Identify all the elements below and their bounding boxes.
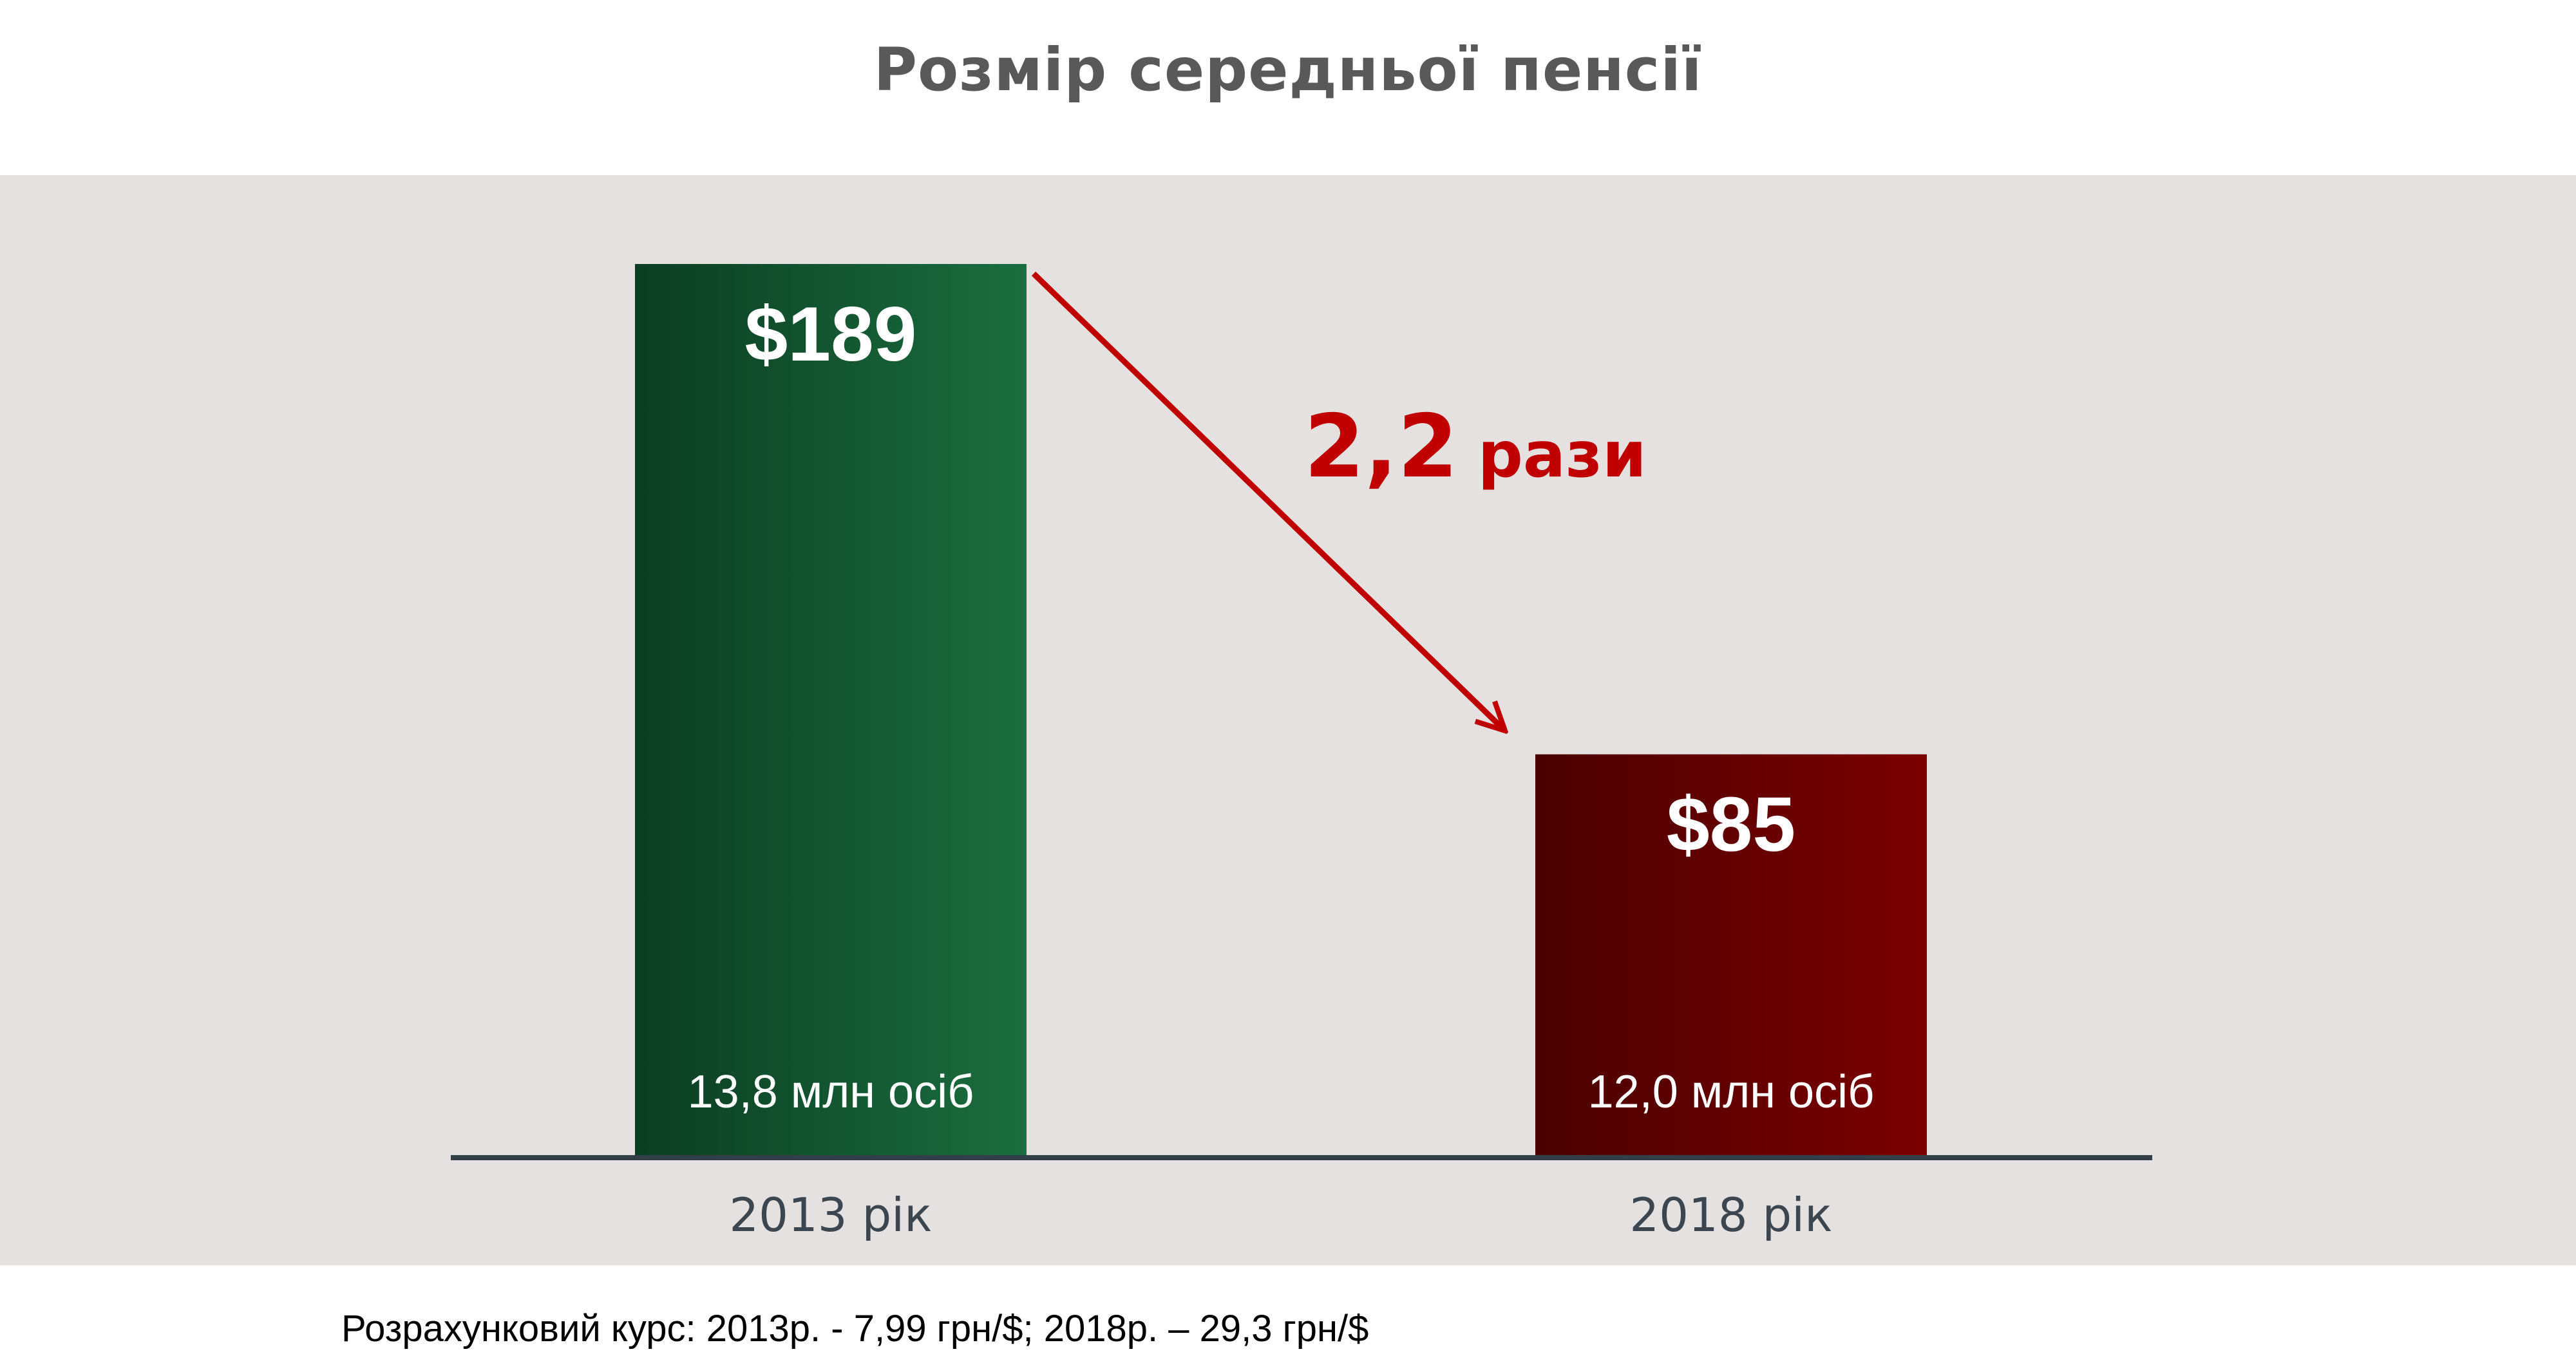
chart-title: Розмір середньої пенсії <box>873 35 1703 104</box>
bar-population-note: 13,8 млн осіб <box>688 1066 974 1118</box>
decrease-arrow <box>1031 271 1504 730</box>
exchange-rate-footnote: Розрахунковий курс: 2013р. - 7,99 грн/$;… <box>341 1308 1369 1350</box>
bar-2018 <box>1535 754 1927 1155</box>
x-tick-label: 2018 рік <box>1629 1188 1832 1242</box>
bar-population-note: 12,0 млн осіб <box>1588 1066 1875 1118</box>
bar-2013 <box>635 264 1027 1155</box>
ratio-value: 2,2 <box>1304 396 1458 497</box>
bar-value-label: $189 <box>745 291 917 377</box>
plot-area-background <box>0 175 2576 1265</box>
x-tick-label: 2013 рік <box>729 1188 932 1242</box>
ratio-unit: рази <box>1478 419 1647 492</box>
bar-value-label: $85 <box>1667 782 1795 868</box>
decrease-ratio-annotation: 2,2 рази <box>1304 396 1647 497</box>
